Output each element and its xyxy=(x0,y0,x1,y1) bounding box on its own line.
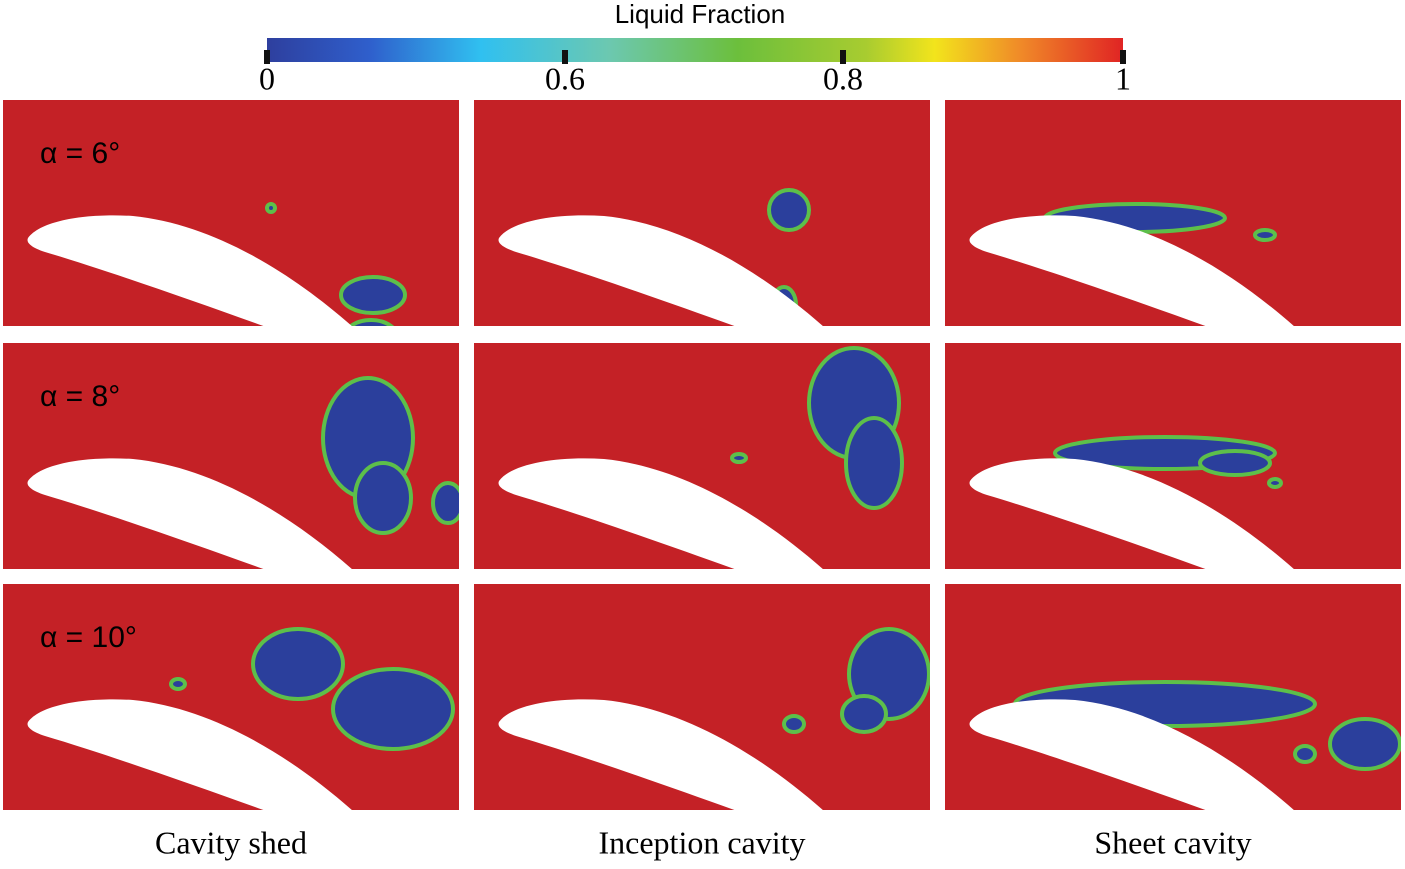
panel-content xyxy=(945,343,1401,569)
panel-content xyxy=(945,100,1401,326)
vapor-region xyxy=(844,416,904,510)
column-label: Cavity shed xyxy=(155,824,307,860)
panel-content xyxy=(3,343,459,569)
vapor-region xyxy=(1293,744,1317,764)
panel-content xyxy=(474,343,930,569)
colorbar-tick xyxy=(840,50,846,64)
colorbar-tick xyxy=(264,50,270,64)
vapor-region xyxy=(353,461,413,535)
vapor-region xyxy=(431,481,459,525)
vapor-region xyxy=(1328,717,1401,771)
hydrofoil xyxy=(969,215,1294,326)
panel-content xyxy=(474,100,930,326)
colorbar-tick-label: 0.6 xyxy=(545,60,585,96)
vapor-region xyxy=(767,188,811,232)
hydrofoil xyxy=(27,458,352,569)
hydrofoil xyxy=(498,215,823,326)
colorbar-tick-label: 0 xyxy=(259,60,275,96)
contour-panel xyxy=(3,343,459,569)
contour-panel xyxy=(474,343,930,569)
contour-panel xyxy=(3,100,459,326)
vapor-region xyxy=(347,318,395,326)
column-label: Sheet cavity xyxy=(1094,824,1251,860)
panel-content xyxy=(3,584,459,810)
hydrofoil xyxy=(969,699,1294,810)
vapor-region xyxy=(840,694,888,734)
vapor-region xyxy=(169,677,187,691)
contour-panel xyxy=(945,584,1401,810)
colorbar-title: Liquid Fraction xyxy=(615,0,786,29)
vapor-region xyxy=(1253,228,1277,242)
vapor-region xyxy=(1198,449,1272,477)
hydrofoil xyxy=(498,458,823,569)
vapor-region xyxy=(782,714,806,734)
colorbar xyxy=(267,38,1123,62)
hydrofoil xyxy=(27,699,352,810)
vapor-region xyxy=(730,452,748,464)
contour-panel xyxy=(474,100,930,326)
row-label: α = 10° xyxy=(40,621,137,654)
vapor-region xyxy=(1267,477,1283,489)
colorbar-tick-label: 0.8 xyxy=(823,60,863,96)
row-label: α = 6° xyxy=(40,137,120,170)
vapor-region xyxy=(339,275,407,315)
contour-panel xyxy=(945,343,1401,569)
panel-content xyxy=(474,584,930,810)
vapor-region xyxy=(251,627,345,701)
contour-panel xyxy=(945,100,1401,326)
colorbar-tick xyxy=(562,50,568,64)
panel-content xyxy=(945,584,1401,810)
colorbar-tick xyxy=(1120,50,1126,64)
panel-content xyxy=(3,100,459,326)
hydrofoil xyxy=(969,458,1294,569)
vapor-region xyxy=(265,202,277,214)
hydrofoil xyxy=(498,699,823,810)
contour-panel xyxy=(474,584,930,810)
vapor-region xyxy=(331,667,455,751)
contour-panel xyxy=(3,584,459,810)
row-label: α = 8° xyxy=(40,380,120,413)
column-label: Inception cavity xyxy=(598,824,805,860)
colorbar-tick-label: 1 xyxy=(1115,60,1131,96)
hydrofoil xyxy=(27,215,352,326)
